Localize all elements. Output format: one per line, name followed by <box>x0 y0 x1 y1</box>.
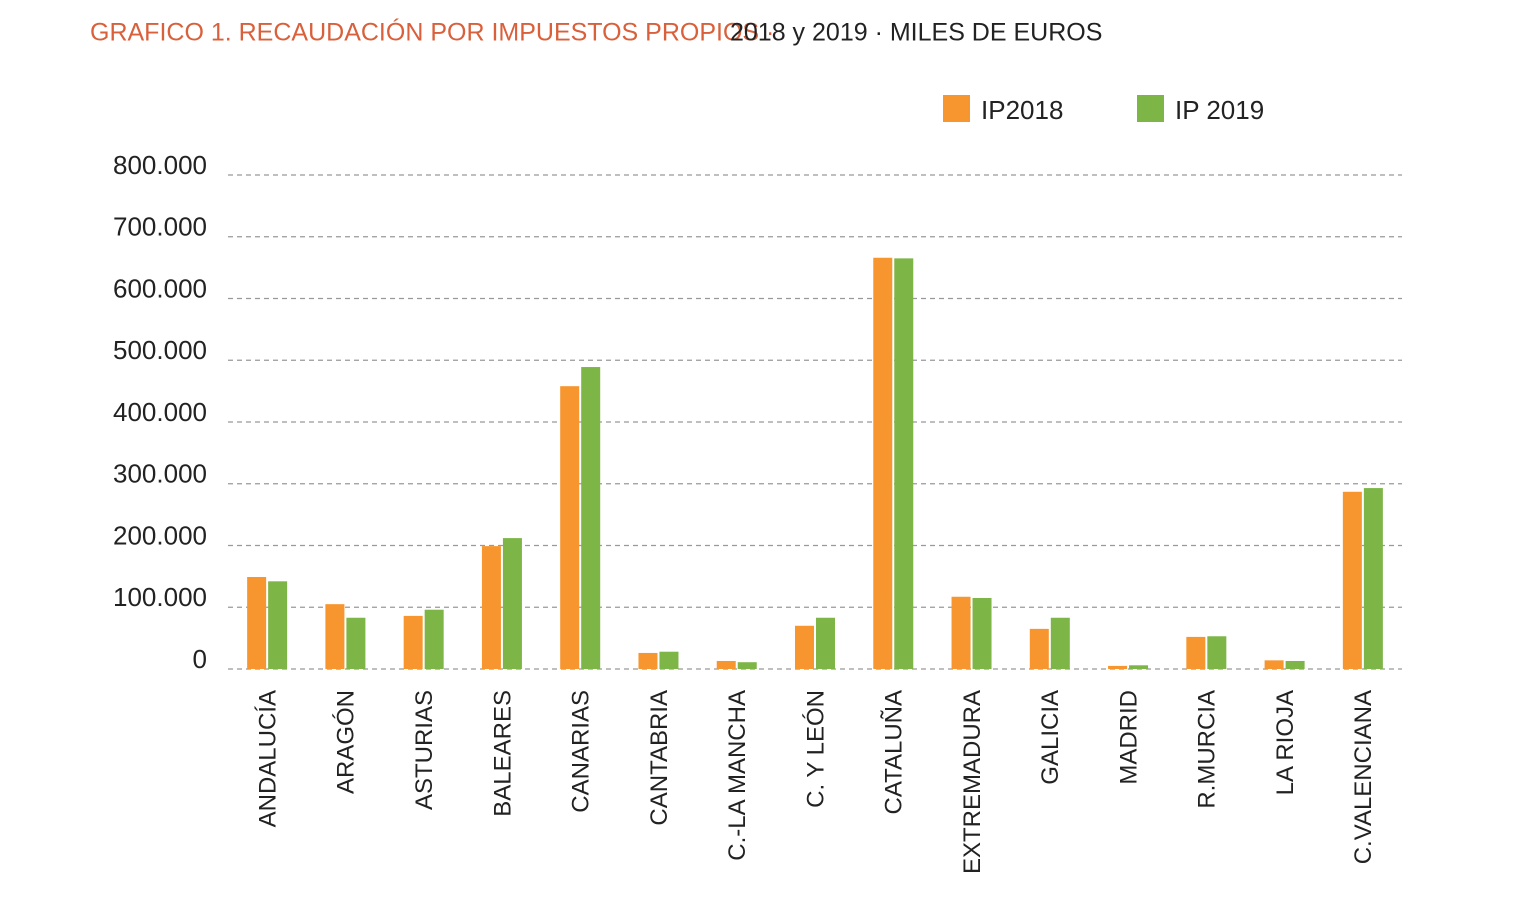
bar <box>972 597 992 669</box>
bar <box>1207 636 1227 669</box>
bar <box>638 652 658 669</box>
y-tick-label: 100.000 <box>113 582 207 612</box>
x-tick-label: CANTABRIA <box>646 690 673 826</box>
bar <box>795 625 814 669</box>
bar <box>1363 488 1383 669</box>
legend-swatch <box>1137 95 1164 122</box>
bar <box>424 609 444 669</box>
bar <box>737 662 757 669</box>
y-tick-label: 0 <box>193 644 207 674</box>
bar <box>268 581 288 669</box>
x-tick-label: ASTURIAS <box>411 690 438 810</box>
legend-swatch <box>943 95 970 122</box>
y-tick-label: 500.000 <box>113 335 207 365</box>
x-tick-label: ANDALUCÍA <box>254 690 281 827</box>
y-tick-label: 200.000 <box>113 520 207 550</box>
chart-title: GRAFICO 1. RECAUDACIÓN POR IMPUESTOS PRO… <box>90 18 774 47</box>
bar <box>1342 491 1362 669</box>
bar <box>1050 617 1070 669</box>
bar <box>481 546 501 669</box>
bar <box>346 617 366 669</box>
legend-label: IP 2019 <box>1175 95 1264 125</box>
bar <box>1264 660 1284 669</box>
x-tick-label: C.VALENCIANA <box>1350 690 1377 864</box>
bar <box>1285 660 1305 669</box>
x-tick-label: CANARIAS <box>568 690 595 813</box>
x-tick-label: LA RIOJA <box>1272 690 1299 795</box>
x-tick-label: GALICIA <box>1037 690 1064 785</box>
x-tick-label: C.-LA MANCHA <box>724 690 751 861</box>
x-tick-label: CATALUÑA <box>881 690 908 814</box>
bar <box>502 538 522 669</box>
bar <box>403 615 423 669</box>
bar <box>1129 665 1149 669</box>
bar <box>873 257 893 669</box>
x-tick-label: EXTREMADURA <box>959 690 986 874</box>
bar <box>1108 665 1128 669</box>
chart-subtitle: 2018 y 2019 · MILES DE EUROS <box>730 19 1102 47</box>
legend-label: IP2018 <box>981 95 1063 125</box>
y-tick-label: 400.000 <box>113 397 207 427</box>
bar <box>560 386 580 669</box>
bar <box>1186 636 1206 669</box>
bar <box>894 258 914 669</box>
bar <box>716 660 736 669</box>
x-tick-label: ARAGÓN <box>333 690 360 794</box>
bar <box>581 367 601 669</box>
x-tick-label: MADRID <box>1115 690 1142 785</box>
x-tick-label: BALEARES <box>489 690 516 817</box>
bar <box>659 651 679 669</box>
x-tick-label: R.MURCIA <box>1194 690 1221 809</box>
bar <box>951 596 971 669</box>
x-tick-label: C. Y LEÓN <box>802 690 829 808</box>
bar <box>816 617 835 669</box>
y-tick-label: 300.000 <box>113 459 207 489</box>
bar <box>247 576 267 669</box>
y-tick-label: 700.000 <box>113 212 207 242</box>
y-tick-label: 600.000 <box>113 273 207 303</box>
bar <box>325 604 345 669</box>
bar <box>1029 628 1049 669</box>
y-tick-label: 800.000 <box>113 150 207 180</box>
